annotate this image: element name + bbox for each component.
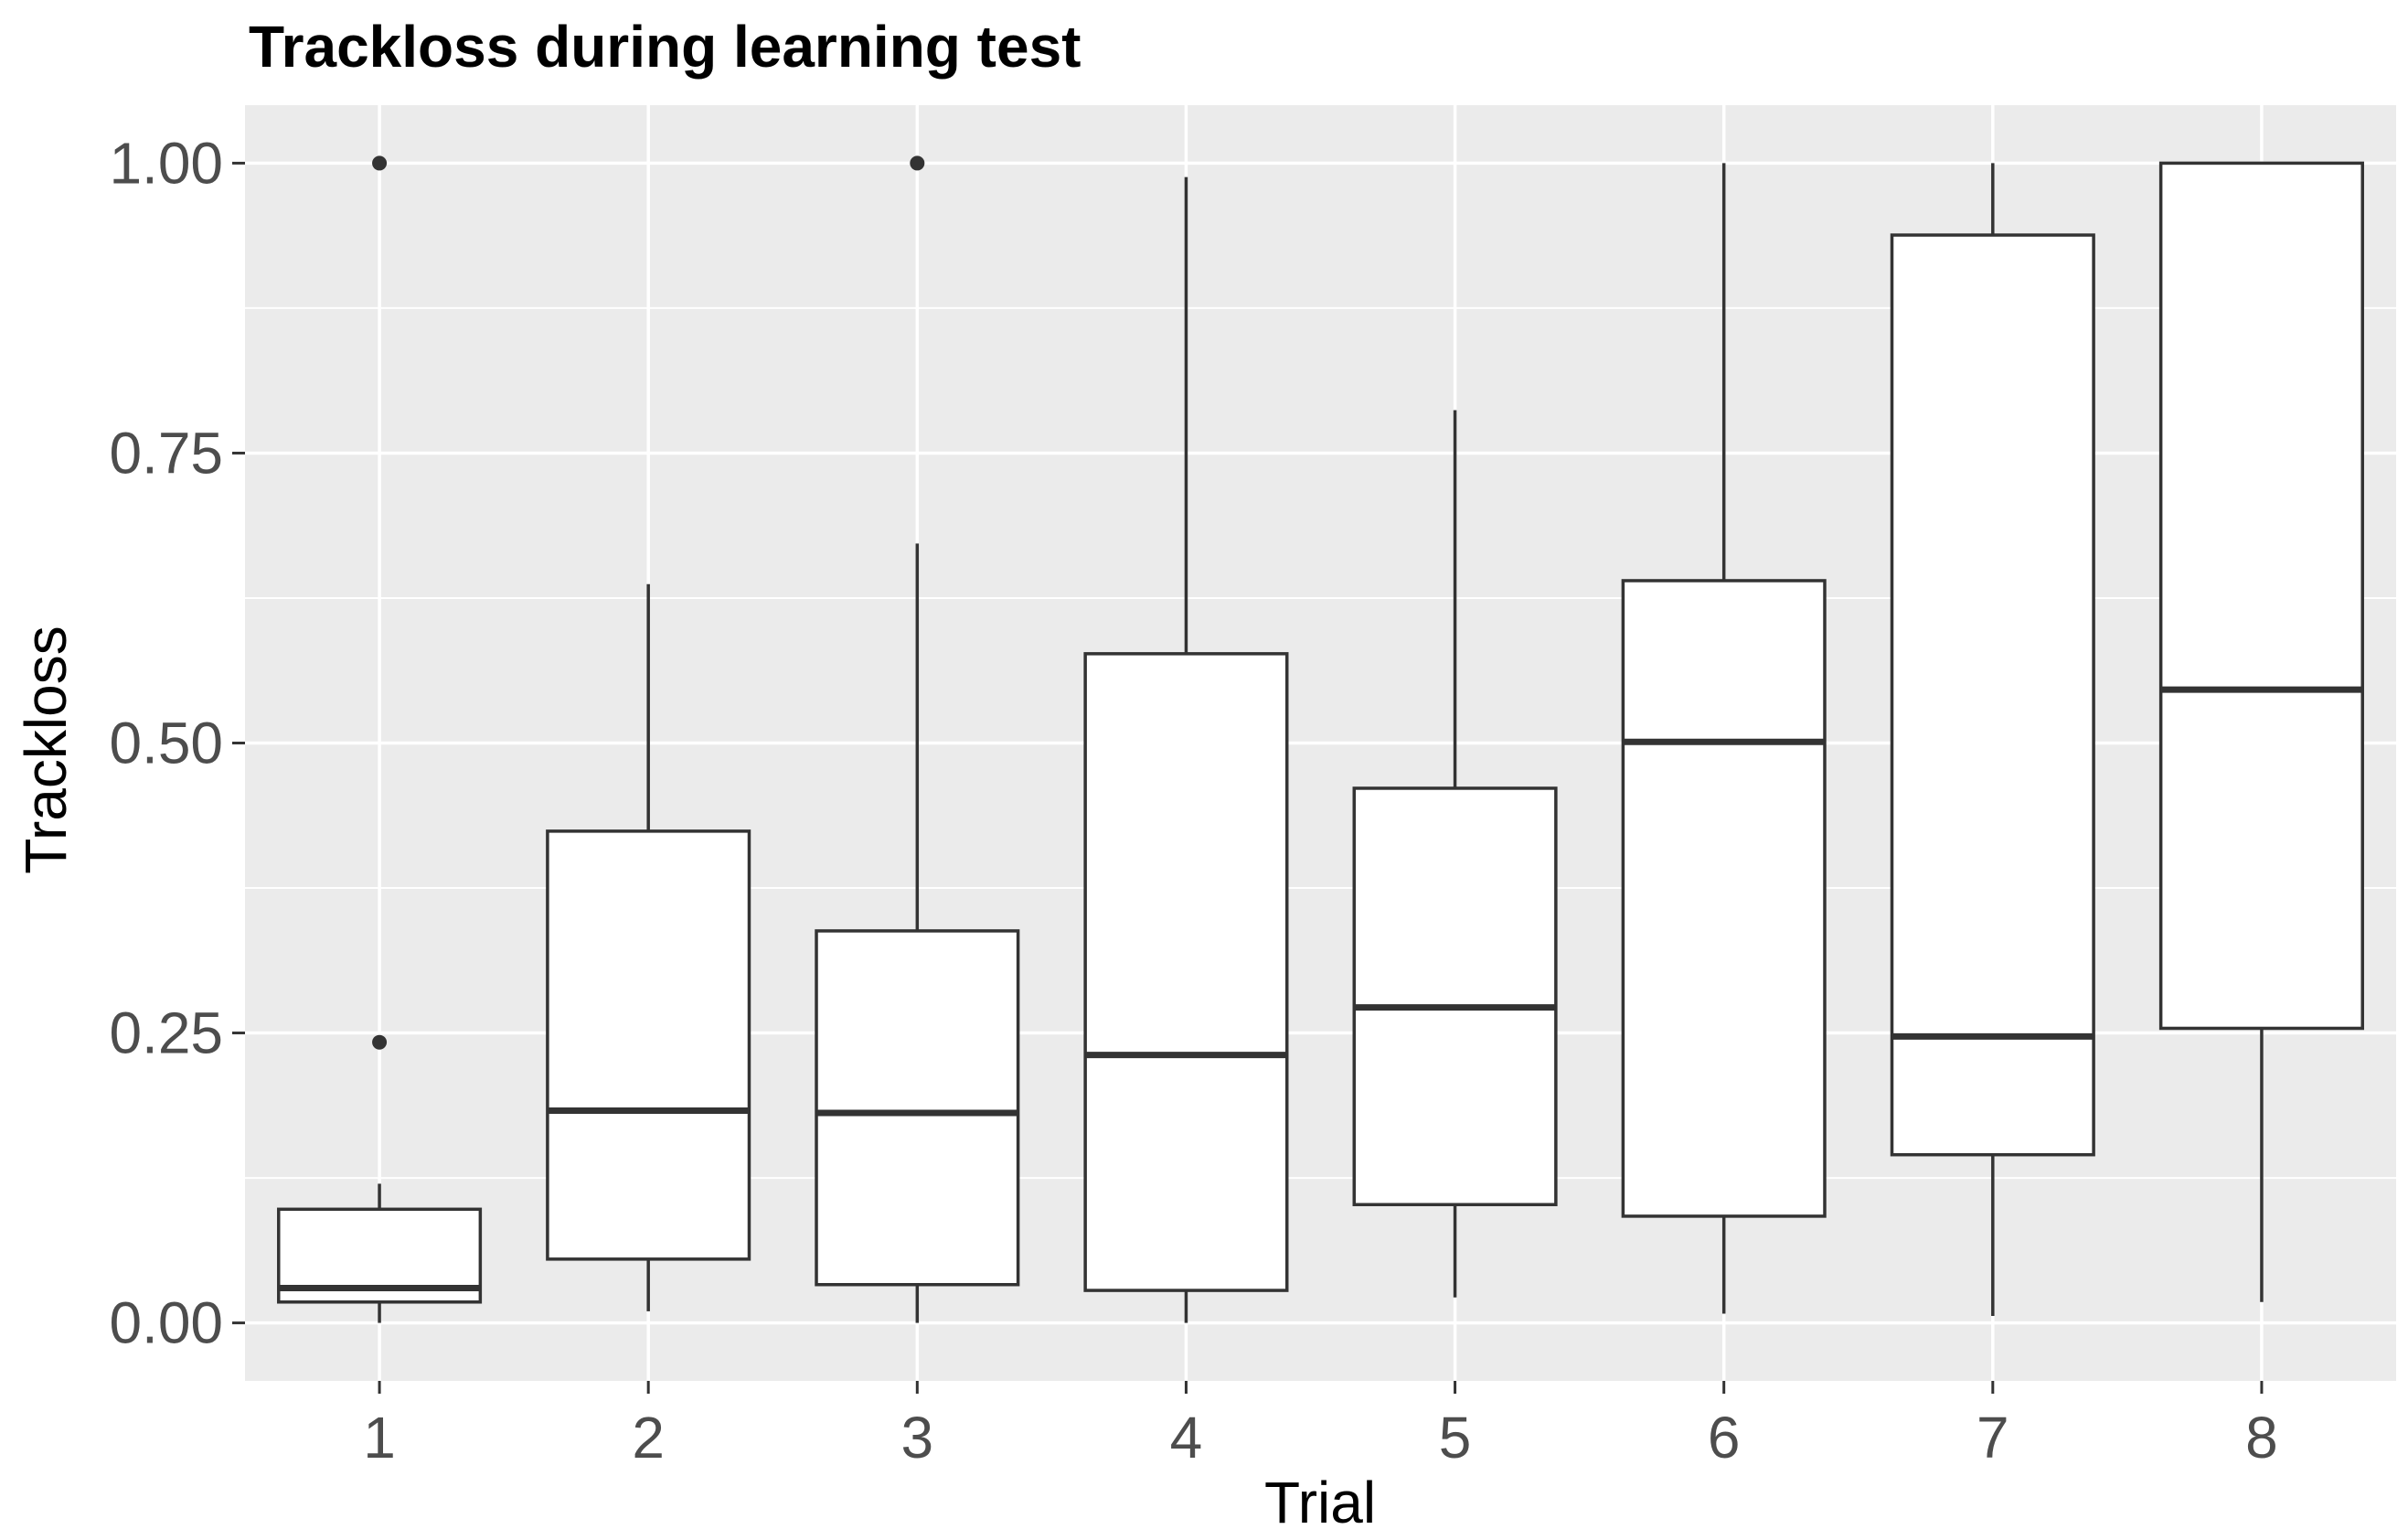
box-trial-4 — [1083, 176, 1289, 1323]
box-trial-5 — [1352, 410, 1558, 1298]
outlier-point — [372, 1034, 388, 1050]
box-iqr — [546, 829, 751, 1261]
x-tick-label: 6 — [1708, 1405, 1741, 1470]
y-tick-label: 0.75 — [109, 420, 223, 486]
box-trial-8 — [2158, 161, 2364, 1302]
box-iqr — [1352, 786, 1558, 1206]
x-axis-ticks: 1 2 3 4 5 6 7 8 — [363, 1381, 2278, 1470]
outlier-point — [372, 155, 388, 171]
box-trial-1 — [277, 1183, 483, 1323]
boxes-layer — [277, 161, 2364, 1323]
y-tick-label: 1.00 — [109, 130, 223, 196]
outlier-point — [910, 155, 925, 171]
box-iqr — [2158, 161, 2364, 1031]
x-tick-label: 7 — [1976, 1405, 2009, 1470]
x-tick-label: 5 — [1439, 1405, 1472, 1470]
y-tick-label: 0.25 — [109, 1000, 223, 1066]
x-tick-label: 4 — [1170, 1405, 1203, 1470]
x-axis-title: Trial — [1264, 1470, 1376, 1535]
x-tick-label: 8 — [2245, 1405, 2278, 1470]
box-trial-6 — [1621, 163, 1827, 1314]
box-iqr — [1083, 652, 1289, 1292]
x-tick-label: 1 — [363, 1405, 396, 1470]
box-trial-2 — [546, 583, 751, 1311]
outliers-layer — [372, 155, 925, 1050]
box-iqr — [815, 929, 1020, 1287]
y-axis-ticks: 0.00 0.25 0.50 0.75 1.00 — [109, 130, 245, 1356]
y-axis-title: Trackloss — [13, 626, 79, 873]
x-tick-label: 3 — [901, 1405, 934, 1470]
box-iqr — [1621, 579, 1827, 1218]
box-trial-7 — [1890, 163, 2095, 1316]
y-tick-label: 0.00 — [109, 1290, 223, 1356]
x-tick-label: 2 — [632, 1405, 665, 1470]
y-tick-label: 0.50 — [109, 711, 223, 776]
chart-title: Trackloss during learning test — [249, 14, 1081, 80]
box-trial-3 — [815, 543, 1020, 1323]
box-iqr — [1890, 233, 2095, 1157]
